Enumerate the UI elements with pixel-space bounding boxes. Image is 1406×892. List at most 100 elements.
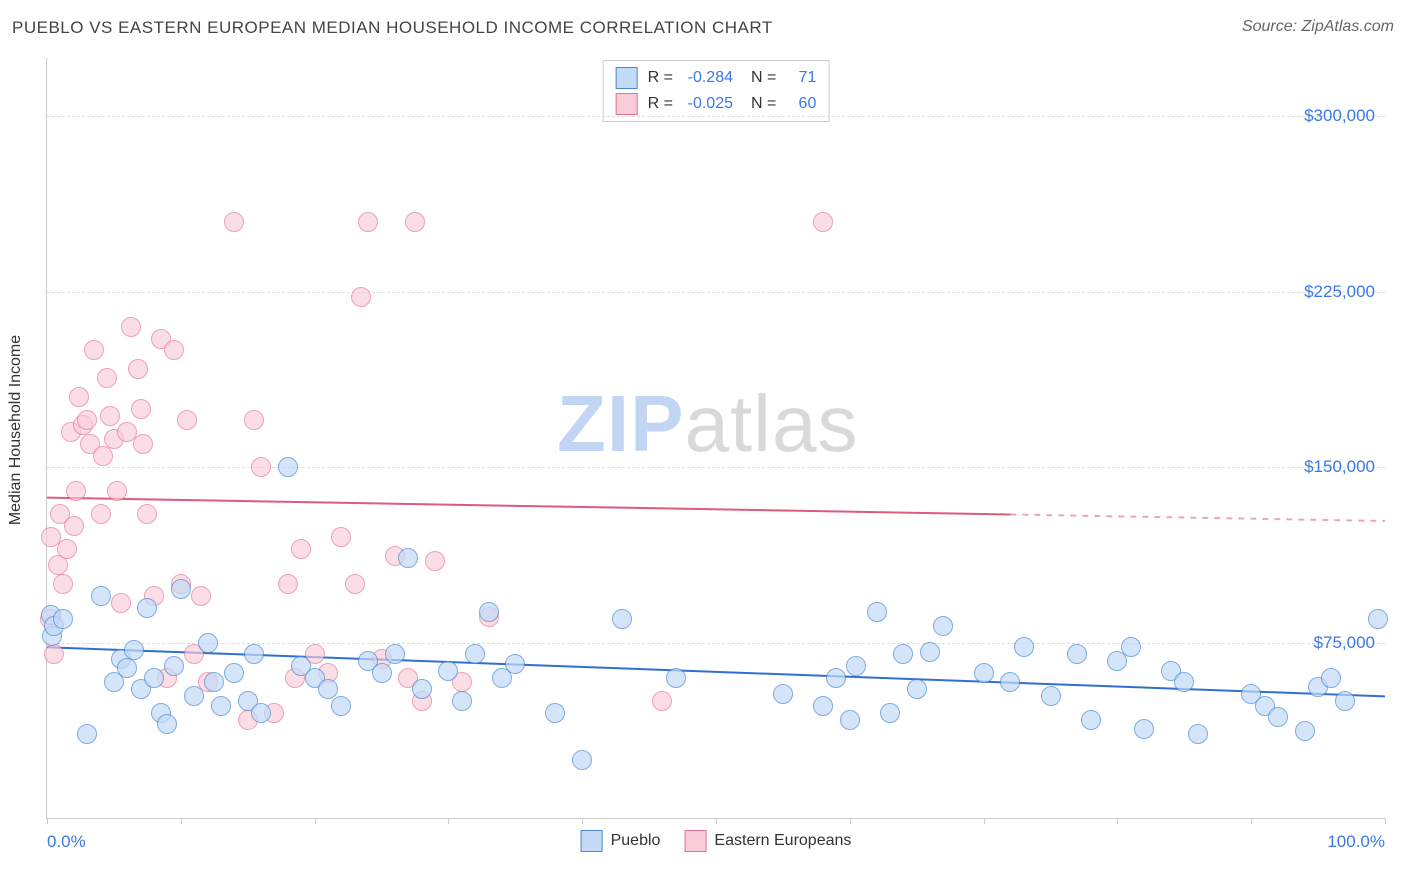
scatter-point-eastern	[345, 574, 365, 594]
scatter-point-pueblo	[1174, 672, 1194, 692]
scatter-point-pueblo	[412, 679, 432, 699]
n-value-pueblo: 71	[786, 65, 816, 91]
swatch-eastern	[684, 830, 706, 852]
scatter-point-pueblo	[53, 609, 73, 629]
scatter-point-pueblo	[1041, 686, 1061, 706]
legend-stats-row-pueblo: R = -0.284 N = 71	[616, 65, 817, 91]
scatter-point-pueblo	[398, 548, 418, 568]
x-tick	[1117, 818, 1118, 824]
scatter-point-pueblo	[224, 663, 244, 683]
x-tick	[47, 818, 48, 824]
y-tick-label: $300,000	[1304, 106, 1375, 126]
scatter-point-eastern	[84, 340, 104, 360]
scatter-point-eastern	[111, 593, 131, 613]
scatter-point-eastern	[64, 516, 84, 536]
x-tick	[716, 818, 717, 824]
scatter-point-pueblo	[880, 703, 900, 723]
scatter-point-pueblo	[137, 598, 157, 618]
scatter-point-pueblo	[1014, 637, 1034, 657]
n-label: N =	[751, 91, 776, 117]
x-tick	[448, 818, 449, 824]
legend-label-pueblo: Pueblo	[611, 832, 661, 850]
swatch-pueblo	[616, 67, 638, 89]
scatter-point-eastern	[177, 410, 197, 430]
n-value-eastern: 60	[786, 91, 816, 117]
scatter-point-pueblo	[867, 602, 887, 622]
scatter-point-pueblo	[1081, 710, 1101, 730]
scatter-point-eastern	[69, 387, 89, 407]
scatter-point-pueblo	[198, 633, 218, 653]
scatter-point-pueblo	[505, 654, 525, 674]
x-tick	[582, 818, 583, 824]
scatter-point-pueblo	[211, 696, 231, 716]
swatch-eastern	[616, 93, 638, 115]
x-tick-label: 100.0%	[1327, 832, 1385, 852]
scatter-point-eastern	[57, 539, 77, 559]
scatter-point-eastern	[358, 212, 378, 232]
scatter-point-pueblo	[124, 640, 144, 660]
scatter-point-pueblo	[278, 457, 298, 477]
scatter-point-pueblo	[157, 714, 177, 734]
scatter-point-pueblo	[1335, 691, 1355, 711]
scatter-point-eastern	[813, 212, 833, 232]
legend-item-eastern: Eastern Europeans	[684, 830, 851, 852]
scatter-point-eastern	[137, 504, 157, 524]
source-label: Source: ZipAtlas.com	[1242, 18, 1394, 36]
scatter-point-pueblo	[171, 579, 191, 599]
scatter-point-pueblo	[612, 609, 632, 629]
scatter-point-pueblo	[813, 696, 833, 716]
x-tick-label: 0.0%	[47, 832, 86, 852]
scatter-point-pueblo	[572, 750, 592, 770]
chart-title: PUEBLO VS EASTERN EUROPEAN MEDIAN HOUSEH…	[12, 18, 773, 37]
scatter-point-eastern	[425, 551, 445, 571]
scatter-point-eastern	[107, 481, 127, 501]
legend-item-pueblo: Pueblo	[581, 830, 661, 852]
scatter-point-eastern	[97, 368, 117, 388]
scatter-point-pueblo	[465, 644, 485, 664]
y-tick-label: $150,000	[1304, 457, 1375, 477]
legend-label-eastern: Eastern Europeans	[714, 832, 851, 850]
scatter-point-eastern	[244, 410, 264, 430]
scatter-point-eastern	[405, 212, 425, 232]
scatter-point-pueblo	[920, 642, 940, 662]
y-tick-label: $75,000	[1314, 633, 1375, 653]
scatter-point-pueblo	[1268, 707, 1288, 727]
legend-series: Pueblo Eastern Europeans	[581, 830, 852, 852]
scatter-point-pueblo	[1368, 609, 1388, 629]
x-tick	[315, 818, 316, 824]
x-tick	[850, 818, 851, 824]
y-axis-title: Median Household Income	[7, 335, 25, 525]
scatter-point-pueblo	[1121, 637, 1141, 657]
scatter-point-pueblo	[773, 684, 793, 704]
x-tick	[984, 818, 985, 824]
scatter-point-pueblo	[666, 668, 686, 688]
y-tick-label: $225,000	[1304, 282, 1375, 302]
x-tick	[181, 818, 182, 824]
scatter-point-eastern	[351, 287, 371, 307]
scatter-point-pueblo	[251, 703, 271, 723]
scatter-point-pueblo	[974, 663, 994, 683]
scatter-point-eastern	[44, 644, 64, 664]
r-value-eastern: -0.025	[683, 91, 733, 117]
scatter-point-pueblo	[1134, 719, 1154, 739]
scatter-point-pueblo	[1321, 668, 1341, 688]
scatter-point-eastern	[66, 481, 86, 501]
x-tick	[1251, 818, 1252, 824]
x-tick	[1385, 818, 1386, 824]
scatter-point-pueblo	[184, 686, 204, 706]
scatter-point-eastern	[128, 359, 148, 379]
n-label: N =	[751, 65, 776, 91]
r-label: R =	[648, 65, 673, 91]
scatter-point-pueblo	[385, 644, 405, 664]
scatter-point-eastern	[331, 527, 351, 547]
scatter-point-pueblo	[893, 644, 913, 664]
gridline	[47, 116, 1385, 117]
swatch-pueblo	[581, 830, 603, 852]
scatter-point-pueblo	[933, 616, 953, 636]
scatter-point-pueblo	[907, 679, 927, 699]
gridline	[47, 467, 1385, 468]
scatter-point-eastern	[53, 574, 73, 594]
scatter-point-pueblo	[1188, 724, 1208, 744]
scatter-point-pueblo	[840, 710, 860, 730]
scatter-point-pueblo	[1067, 644, 1087, 664]
